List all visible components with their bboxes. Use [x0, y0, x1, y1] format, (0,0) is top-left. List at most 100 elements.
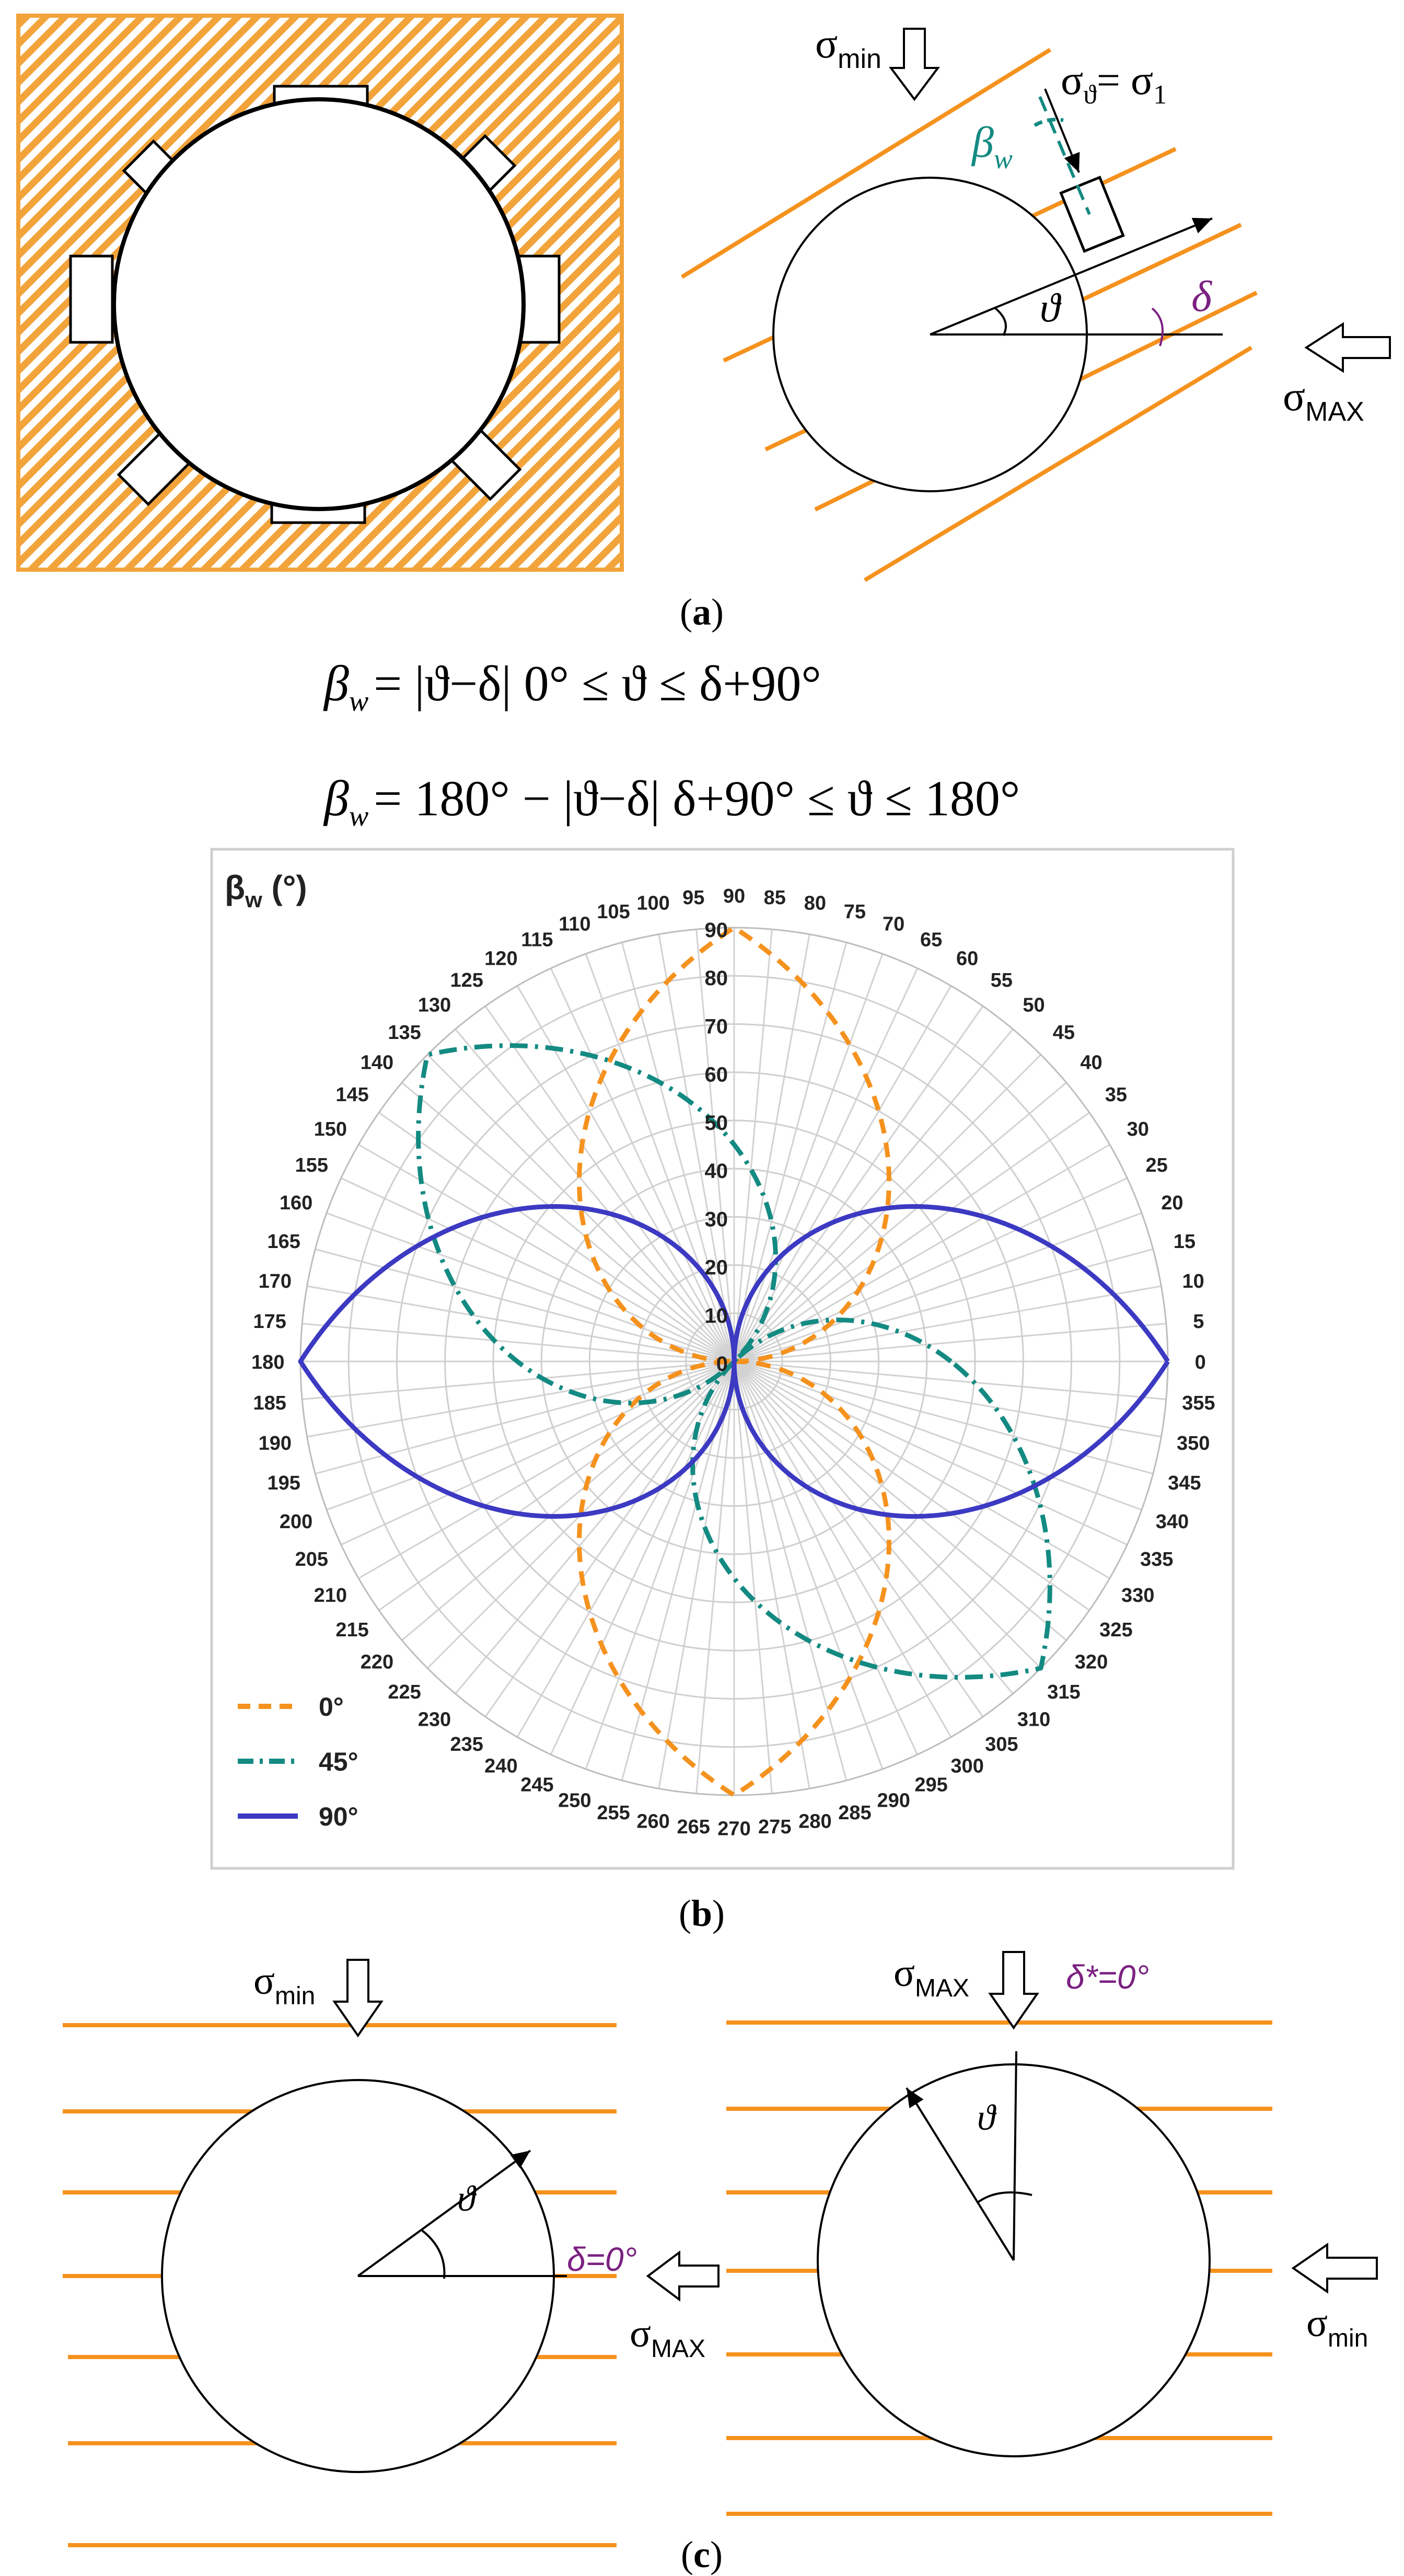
angular-tick-label: 95	[682, 887, 704, 909]
angular-tick-label: 215	[335, 1619, 368, 1641]
left-theta-arrow	[357, 2150, 531, 2277]
radial-tick-label: 10	[705, 1304, 728, 1327]
strain-gauge	[1059, 176, 1125, 253]
angular-tick-label: 265	[677, 1816, 710, 1838]
right-sigma-min-label: σmin	[1306, 2301, 1368, 2352]
radial-tick-label: 70	[705, 1015, 728, 1038]
angular-tick-label: 65	[920, 929, 942, 951]
angular-tick-label: 160	[280, 1192, 312, 1214]
angular-tick-label: 45	[1053, 1022, 1075, 1044]
grid-spoke	[550, 1361, 735, 1755]
angular-tick-label: 175	[253, 1311, 286, 1333]
angular-tick-label: 310	[1017, 1709, 1050, 1731]
legend-label-0: 0°	[319, 1692, 344, 1722]
beta-w-label: βw	[971, 118, 1013, 175]
angular-tick-label: 335	[1140, 1549, 1173, 1570]
angular-tick-label: 70	[883, 914, 904, 935]
radial-tick-label: 50	[705, 1112, 728, 1135]
angular-tick-label: 180	[251, 1351, 284, 1373]
radial-tick-label: 60	[705, 1064, 728, 1087]
angular-tick-label: 20	[1161, 1192, 1183, 1214]
polar-series	[298, 925, 1170, 1798]
grid-ring	[637, 1264, 831, 1459]
grid-spoke	[484, 1006, 735, 1362]
chart-ylabel: βw (°)	[225, 869, 307, 912]
grid-spoke	[734, 1360, 1166, 1400]
panel-c: ϑ δ=0° σmin σMAX ϑ δ*=0°	[63, 1951, 1378, 2575]
grid-spoke	[733, 1361, 984, 1717]
theta-arc	[994, 307, 1007, 336]
panel-c-left: ϑ δ=0° σmin σMAX	[63, 1959, 720, 2547]
right-theta-arrow	[906, 2087, 1015, 2261]
angular-tick-label: 315	[1047, 1681, 1080, 1703]
angular-tick-label: 330	[1121, 1585, 1154, 1607]
caption-b: (b)	[679, 1892, 725, 1934]
grid-spoke	[585, 953, 735, 1362]
radial-tick-label: 90	[705, 919, 728, 942]
right-delta-label: δ*=0°	[1066, 1958, 1149, 1996]
angular-tick-label: 355	[1182, 1392, 1215, 1414]
angular-tick-label: 125	[450, 969, 483, 991]
grid-ring	[444, 1071, 1024, 1651]
grid-spoke	[378, 1360, 735, 1611]
left-theta-arc	[421, 2230, 446, 2279]
series-line-90	[298, 1204, 1170, 1519]
grid-spoke	[733, 953, 884, 1362]
grid-spoke	[658, 1361, 735, 1789]
grid-spoke	[307, 1285, 735, 1362]
angular-tick-label: 105	[597, 901, 630, 923]
grid-spoke	[733, 1006, 984, 1362]
grid-spoke	[734, 1360, 1162, 1438]
angular-tick-label: 155	[295, 1154, 328, 1176]
grid-ring	[685, 1312, 783, 1411]
delta-arc	[1151, 307, 1164, 346]
theta-direction-arrow	[930, 217, 1213, 336]
angular-tick-label: 135	[388, 1022, 421, 1044]
grid-spoke	[455, 1361, 735, 1694]
right-theta-arc	[976, 2191, 1032, 2204]
angular-tick-label: 280	[798, 1811, 831, 1833]
angular-tick-label: 165	[267, 1231, 300, 1253]
grid-ring	[347, 975, 1121, 1748]
beta-w-dashed-line	[1038, 96, 1091, 215]
angular-tick-label: 145	[335, 1084, 368, 1106]
left-sigma-max-arrow	[646, 2250, 720, 2302]
angular-tick-label: 110	[559, 914, 590, 935]
grid-spoke	[484, 1361, 735, 1717]
right-reference-axis	[1013, 2051, 1017, 2261]
angular-tick-label: 75	[844, 901, 866, 923]
angular-tick-label: 320	[1075, 1651, 1108, 1673]
grid-spoke	[734, 1285, 1162, 1362]
angular-tick-label: 205	[295, 1549, 328, 1570]
radial-tick-label: 30	[705, 1208, 728, 1231]
series-line-45	[416, 1043, 1052, 1680]
angular-tick-label: 340	[1156, 1511, 1189, 1533]
grid-spoke	[550, 968, 735, 1362]
chart-legend: 0° 45° 90°	[238, 1692, 358, 1831]
grid-spoke	[734, 1212, 1142, 1362]
angular-tick-label: 30	[1127, 1118, 1149, 1140]
angular-tick-label: 285	[838, 1802, 871, 1824]
equations: βw = |ϑ−δ| 0° ≤ ϑ ≤ δ+90° βw = 180° − |ϑ−δ…	[323, 655, 1020, 833]
theta-label: ϑ	[1040, 285, 1062, 330]
radial-tick-label: 0	[716, 1353, 728, 1376]
grid-spoke	[302, 1323, 735, 1362]
left-sigma-min-arrow	[332, 1959, 384, 2038]
grid-spoke	[733, 1361, 919, 1755]
angular-tick-label: 60	[956, 948, 978, 969]
angular-tick-label: 350	[1177, 1433, 1210, 1454]
angular-tick-label: 90	[723, 885, 745, 907]
grid-ring	[396, 1023, 1073, 1700]
angular-tick-label: 5	[1193, 1311, 1204, 1333]
left-delta-label: δ=0°	[567, 2240, 637, 2278]
left-theta-label: ϑ	[457, 2179, 477, 2219]
angular-tick-label: 260	[636, 1811, 669, 1833]
angular-tick-label: 25	[1146, 1154, 1168, 1176]
angular-tick-labels: 0510152025303540455055606570758085909510…	[251, 885, 1215, 1840]
grid-spoke	[734, 1112, 1090, 1362]
stress-orientation-schematic: σmin σϑ= σ1 βw ϑ δ σMAX	[680, 21, 1391, 582]
angular-tick-label: 190	[259, 1433, 292, 1454]
grid-spoke	[734, 1360, 1090, 1611]
